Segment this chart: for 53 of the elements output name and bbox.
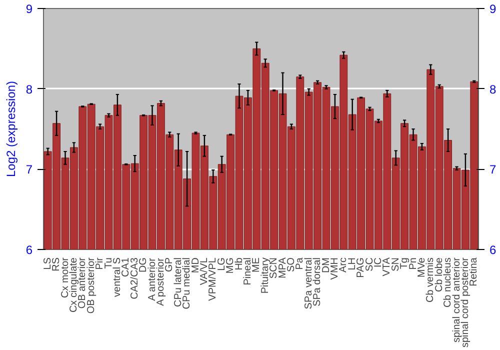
x-tick-label: spinal cord anterior: [451, 256, 462, 343]
x-tick-label: spinal cord posterior: [460, 256, 471, 348]
x-tick-label: LS: [42, 257, 54, 270]
x-tick-label: MVe: [416, 257, 428, 278]
x-tick-label: SO: [286, 257, 297, 272]
y2-tick-label: 7: [490, 162, 496, 177]
x-tick-label: PAG: [356, 257, 367, 278]
x-tick-label: VA/VL: [198, 257, 210, 286]
x-tick-label: VPM/VPL: [208, 257, 219, 301]
x-tick-label: CA2/CA3: [129, 257, 140, 300]
x-tick-label: SCN: [268, 257, 280, 279]
x-tick-label: CPu medial: [182, 257, 193, 310]
x-tick-label: MPA: [277, 257, 288, 278]
y-tick-label: 8: [26, 82, 33, 96]
x-tick-label: Cx cingulate: [68, 257, 80, 313]
x-tick-label: Cb nucleus: [442, 258, 454, 308]
x-tick-label: SPa dorsal: [312, 257, 324, 306]
x-tick-label: Arc: [338, 258, 350, 272]
x-tick-label: OB anterior: [77, 256, 88, 309]
x-tick-label: ventral S: [112, 257, 123, 297]
x-tick-label: Pn: [408, 257, 419, 270]
x-tick-label: Cb lobe: [434, 257, 445, 292]
x-tick-label: Pir: [94, 256, 106, 270]
x-tick-label: Tu: [103, 257, 114, 269]
y-tick-label: 7: [26, 162, 33, 177]
x-tick-label: SN: [390, 257, 402, 272]
x-tick-label: OB posterior: [86, 256, 97, 314]
x-tick-label: DG: [138, 257, 150, 272]
y2-tick-label: 8: [490, 82, 496, 96]
x-tick-label: Pineal: [242, 257, 254, 286]
y-tick-label: 9: [26, 2, 33, 16]
x-tick-label: Hb: [234, 257, 245, 270]
x-tick-label: Retina: [468, 257, 480, 286]
x-tick-label: CA1: [120, 257, 132, 277]
x-tick-label: Pituitary: [260, 258, 271, 294]
y-axis-title: Log2 (expression): [4, 80, 18, 178]
x-tick-label: VTA: [382, 257, 393, 276]
x-tick-label: SC: [364, 257, 376, 272]
x-tick-label: ME: [251, 257, 262, 272]
x-tick-label: A posterior: [155, 257, 166, 306]
x-tick-label: GP: [164, 257, 176, 272]
x-tick-label: RS: [51, 257, 62, 272]
y2-tick-label: 9: [490, 2, 496, 16]
y2-tick-label: 6: [490, 243, 496, 257]
x-tick-label: Tg: [399, 258, 410, 270]
x-tick-label: Pa: [294, 257, 306, 270]
x-tick-label: IC: [372, 258, 384, 268]
x-tick-label: LG: [216, 257, 228, 271]
x-tick-label: VMH: [329, 257, 340, 280]
x-tick-label: LH: [346, 257, 358, 270]
x-tick-label: DM: [320, 257, 332, 274]
x-tick-label: A anterior: [146, 257, 158, 301]
y-tick-label: 6: [26, 243, 33, 257]
